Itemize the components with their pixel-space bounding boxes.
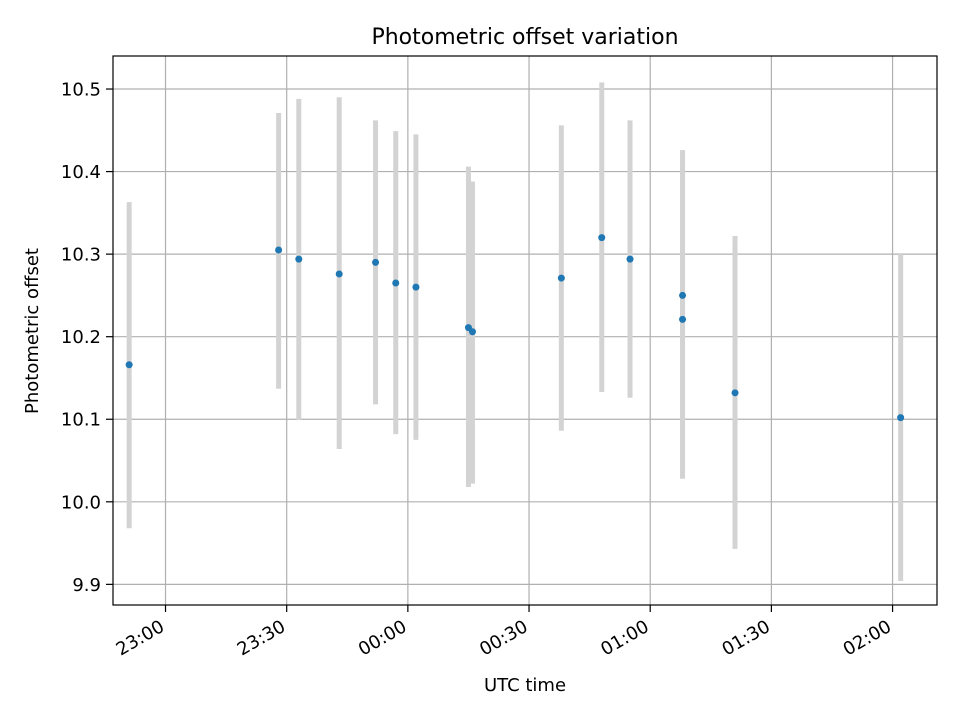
data-point — [679, 291, 687, 299]
plot-frame — [112, 55, 938, 606]
x-tick-label: 01:30 — [718, 616, 773, 660]
data-point — [626, 255, 634, 263]
y-tick-label: 10.2 — [61, 327, 101, 348]
error-bars — [126, 82, 904, 582]
grid-lines — [113, 56, 937, 605]
data-point — [295, 255, 303, 263]
y-tick-label: 10.1 — [61, 410, 101, 431]
data-point — [372, 258, 380, 266]
y-tick-label: 10.4 — [61, 162, 101, 183]
x-tick-label: 23:30 — [234, 616, 289, 660]
data-point — [598, 234, 606, 242]
y-axis-label: Photometric offset — [22, 248, 43, 414]
data-point — [335, 270, 343, 278]
data-point — [679, 315, 687, 323]
data-point — [392, 279, 400, 287]
y-tick-label: 10.3 — [61, 245, 101, 266]
x-tick-label: 00:00 — [355, 616, 410, 660]
y-axis-ticks: 9.9 10.0 10.1 10.2 10.3 10.4 10.5 — [61, 80, 113, 596]
data-point — [468, 328, 476, 336]
data-point — [731, 389, 739, 397]
y-tick-label: 10.0 — [61, 492, 101, 513]
data-point — [557, 274, 565, 282]
data-point — [412, 283, 420, 291]
data-points — [125, 234, 905, 422]
data-point — [125, 361, 133, 369]
x-tick-label: 02:00 — [840, 616, 895, 660]
x-tick-label: 00:30 — [476, 616, 531, 660]
x-axis-label: UTC time — [484, 675, 566, 696]
x-axis-ticks: 23:00 23:30 00:00 00:30 01:00 01:30 02:00 — [113, 605, 895, 660]
x-tick-label: 01:00 — [597, 616, 652, 660]
y-tick-label: 10.5 — [61, 80, 101, 101]
data-point — [275, 246, 283, 254]
x-tick-label: 23:00 — [113, 616, 168, 660]
chart-title: Photometric offset variation — [371, 25, 678, 50]
data-point — [897, 414, 905, 422]
y-tick-label: 9.9 — [72, 575, 101, 596]
